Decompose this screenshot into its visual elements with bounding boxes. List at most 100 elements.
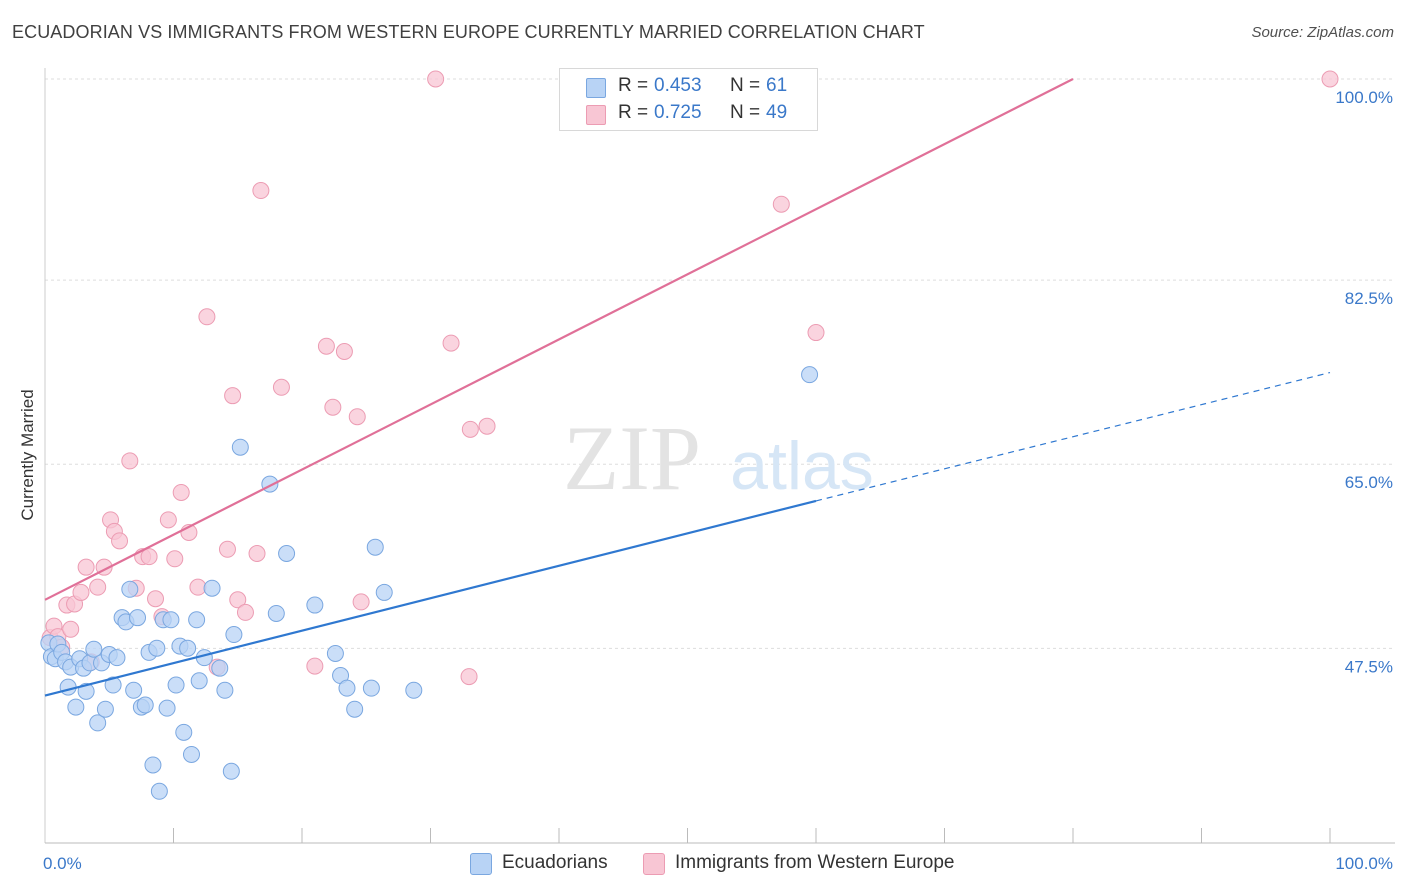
- trend-line-ecuadorians-projection: [815, 371, 1331, 502]
- legend-swatch-blue: [586, 78, 606, 98]
- point-immigrants: [252, 182, 270, 200]
- point-ecuadorians: [179, 639, 197, 657]
- point-ecuadorians: [121, 580, 139, 598]
- point-ecuadorians: [231, 438, 249, 456]
- point-immigrants: [198, 308, 216, 326]
- point-ecuadorians: [366, 538, 384, 556]
- point-ecuadorians: [405, 681, 423, 699]
- point-ecuadorians: [167, 676, 185, 694]
- point-immigrants: [460, 668, 478, 686]
- y-tick-label: 65.0%: [1345, 473, 1393, 492]
- point-ecuadorians: [346, 700, 364, 718]
- point-immigrants: [140, 548, 158, 566]
- point-ecuadorians: [203, 579, 221, 597]
- point-ecuadorians: [190, 672, 208, 690]
- point-ecuadorians: [188, 611, 206, 629]
- point-immigrants: [229, 591, 247, 609]
- point-ecuadorians: [362, 679, 380, 697]
- series-immigrants-points: [41, 70, 1339, 686]
- point-immigrants: [1321, 70, 1339, 88]
- point-ecuadorians: [148, 639, 166, 657]
- legend-r-value: 0.725: [654, 102, 702, 123]
- point-ecuadorians: [129, 609, 147, 627]
- legend-n-value: 49: [766, 102, 788, 123]
- point-ecuadorians: [211, 659, 229, 677]
- point-immigrants: [224, 387, 242, 405]
- y-tick-label: 47.5%: [1345, 657, 1393, 676]
- point-ecuadorians: [222, 762, 240, 780]
- point-immigrants: [461, 420, 479, 438]
- point-ecuadorians: [125, 681, 143, 699]
- trend-line-ecuadorians: [44, 499, 817, 697]
- point-immigrants: [272, 378, 290, 396]
- trend-line-immigrants: [44, 78, 1074, 601]
- x-tick-label: 100.0%: [1335, 854, 1393, 873]
- point-immigrants: [348, 408, 366, 426]
- point-immigrants: [807, 324, 825, 342]
- point-ecuadorians: [225, 626, 243, 644]
- point-immigrants: [335, 342, 353, 360]
- point-immigrants: [442, 334, 460, 352]
- y-tick-label: 100.0%: [1335, 88, 1393, 107]
- point-ecuadorians: [182, 745, 200, 763]
- legend-n-value: 61: [766, 75, 788, 96]
- legend-r-label: R =: [618, 75, 649, 96]
- grid-lines: [45, 78, 1395, 649]
- point-ecuadorians: [67, 698, 85, 716]
- point-immigrants: [77, 558, 95, 576]
- watermark-zip: ZIP: [563, 407, 701, 509]
- point-ecuadorians: [338, 679, 356, 697]
- legend-swatch-pink: [586, 105, 606, 125]
- bottom-legend: Ecuadorians Immigrants from Western Euro…: [0, 852, 1406, 878]
- point-immigrants: [189, 578, 207, 596]
- point-immigrants: [772, 195, 790, 213]
- point-immigrants: [147, 590, 165, 608]
- watermark: ZIP atlas: [563, 407, 874, 509]
- point-immigrants: [324, 398, 342, 416]
- point-immigrants: [352, 593, 370, 611]
- point-immigrants: [236, 603, 254, 621]
- legend-n-label: N =: [730, 102, 761, 123]
- point-ecuadorians: [108, 649, 126, 667]
- point-ecuadorians: [278, 545, 296, 563]
- bottom-legend-label: Immigrants from Western Europe: [675, 852, 955, 873]
- point-ecuadorians: [96, 700, 114, 718]
- point-immigrants: [427, 70, 445, 88]
- point-immigrants: [172, 483, 190, 501]
- y-tick-label: 82.5%: [1345, 289, 1393, 308]
- point-ecuadorians: [306, 596, 324, 614]
- trend-lines: [44, 78, 1331, 697]
- series-ecuadorians-points: [40, 366, 819, 800]
- bottom-legend-label: Ecuadorians: [502, 852, 608, 873]
- bottom-legend-swatch-blue: [470, 853, 492, 875]
- legend-n-label: N =: [730, 75, 761, 96]
- point-ecuadorians: [144, 756, 162, 774]
- point-ecuadorians: [104, 676, 122, 694]
- point-ecuadorians: [216, 681, 234, 699]
- point-immigrants: [111, 532, 129, 550]
- legend: R = 0.453 N = 61 R = 0.725 N = 49: [559, 68, 818, 131]
- point-immigrants: [159, 511, 177, 529]
- x-tick-label: 0.0%: [43, 854, 82, 873]
- point-ecuadorians: [375, 583, 393, 601]
- point-ecuadorians: [77, 682, 95, 700]
- point-ecuadorians: [162, 611, 180, 629]
- point-ecuadorians: [175, 723, 193, 741]
- point-immigrants: [62, 620, 80, 638]
- point-ecuadorians: [59, 678, 77, 696]
- point-ecuadorians: [136, 696, 154, 714]
- point-immigrants: [218, 540, 236, 558]
- axes: [44, 68, 1395, 844]
- point-ecuadorians: [85, 640, 103, 658]
- point-immigrants: [166, 550, 184, 568]
- point-ecuadorians: [801, 366, 819, 384]
- bottom-legend-swatch-pink: [643, 853, 665, 875]
- point-ecuadorians: [267, 604, 285, 622]
- point-ecuadorians: [150, 782, 168, 800]
- watermark-atlas: atlas: [730, 428, 874, 504]
- legend-r-value: 0.453: [654, 75, 702, 96]
- point-immigrants: [121, 452, 139, 470]
- legend-r-label: R =: [618, 102, 649, 123]
- point-immigrants: [306, 657, 324, 675]
